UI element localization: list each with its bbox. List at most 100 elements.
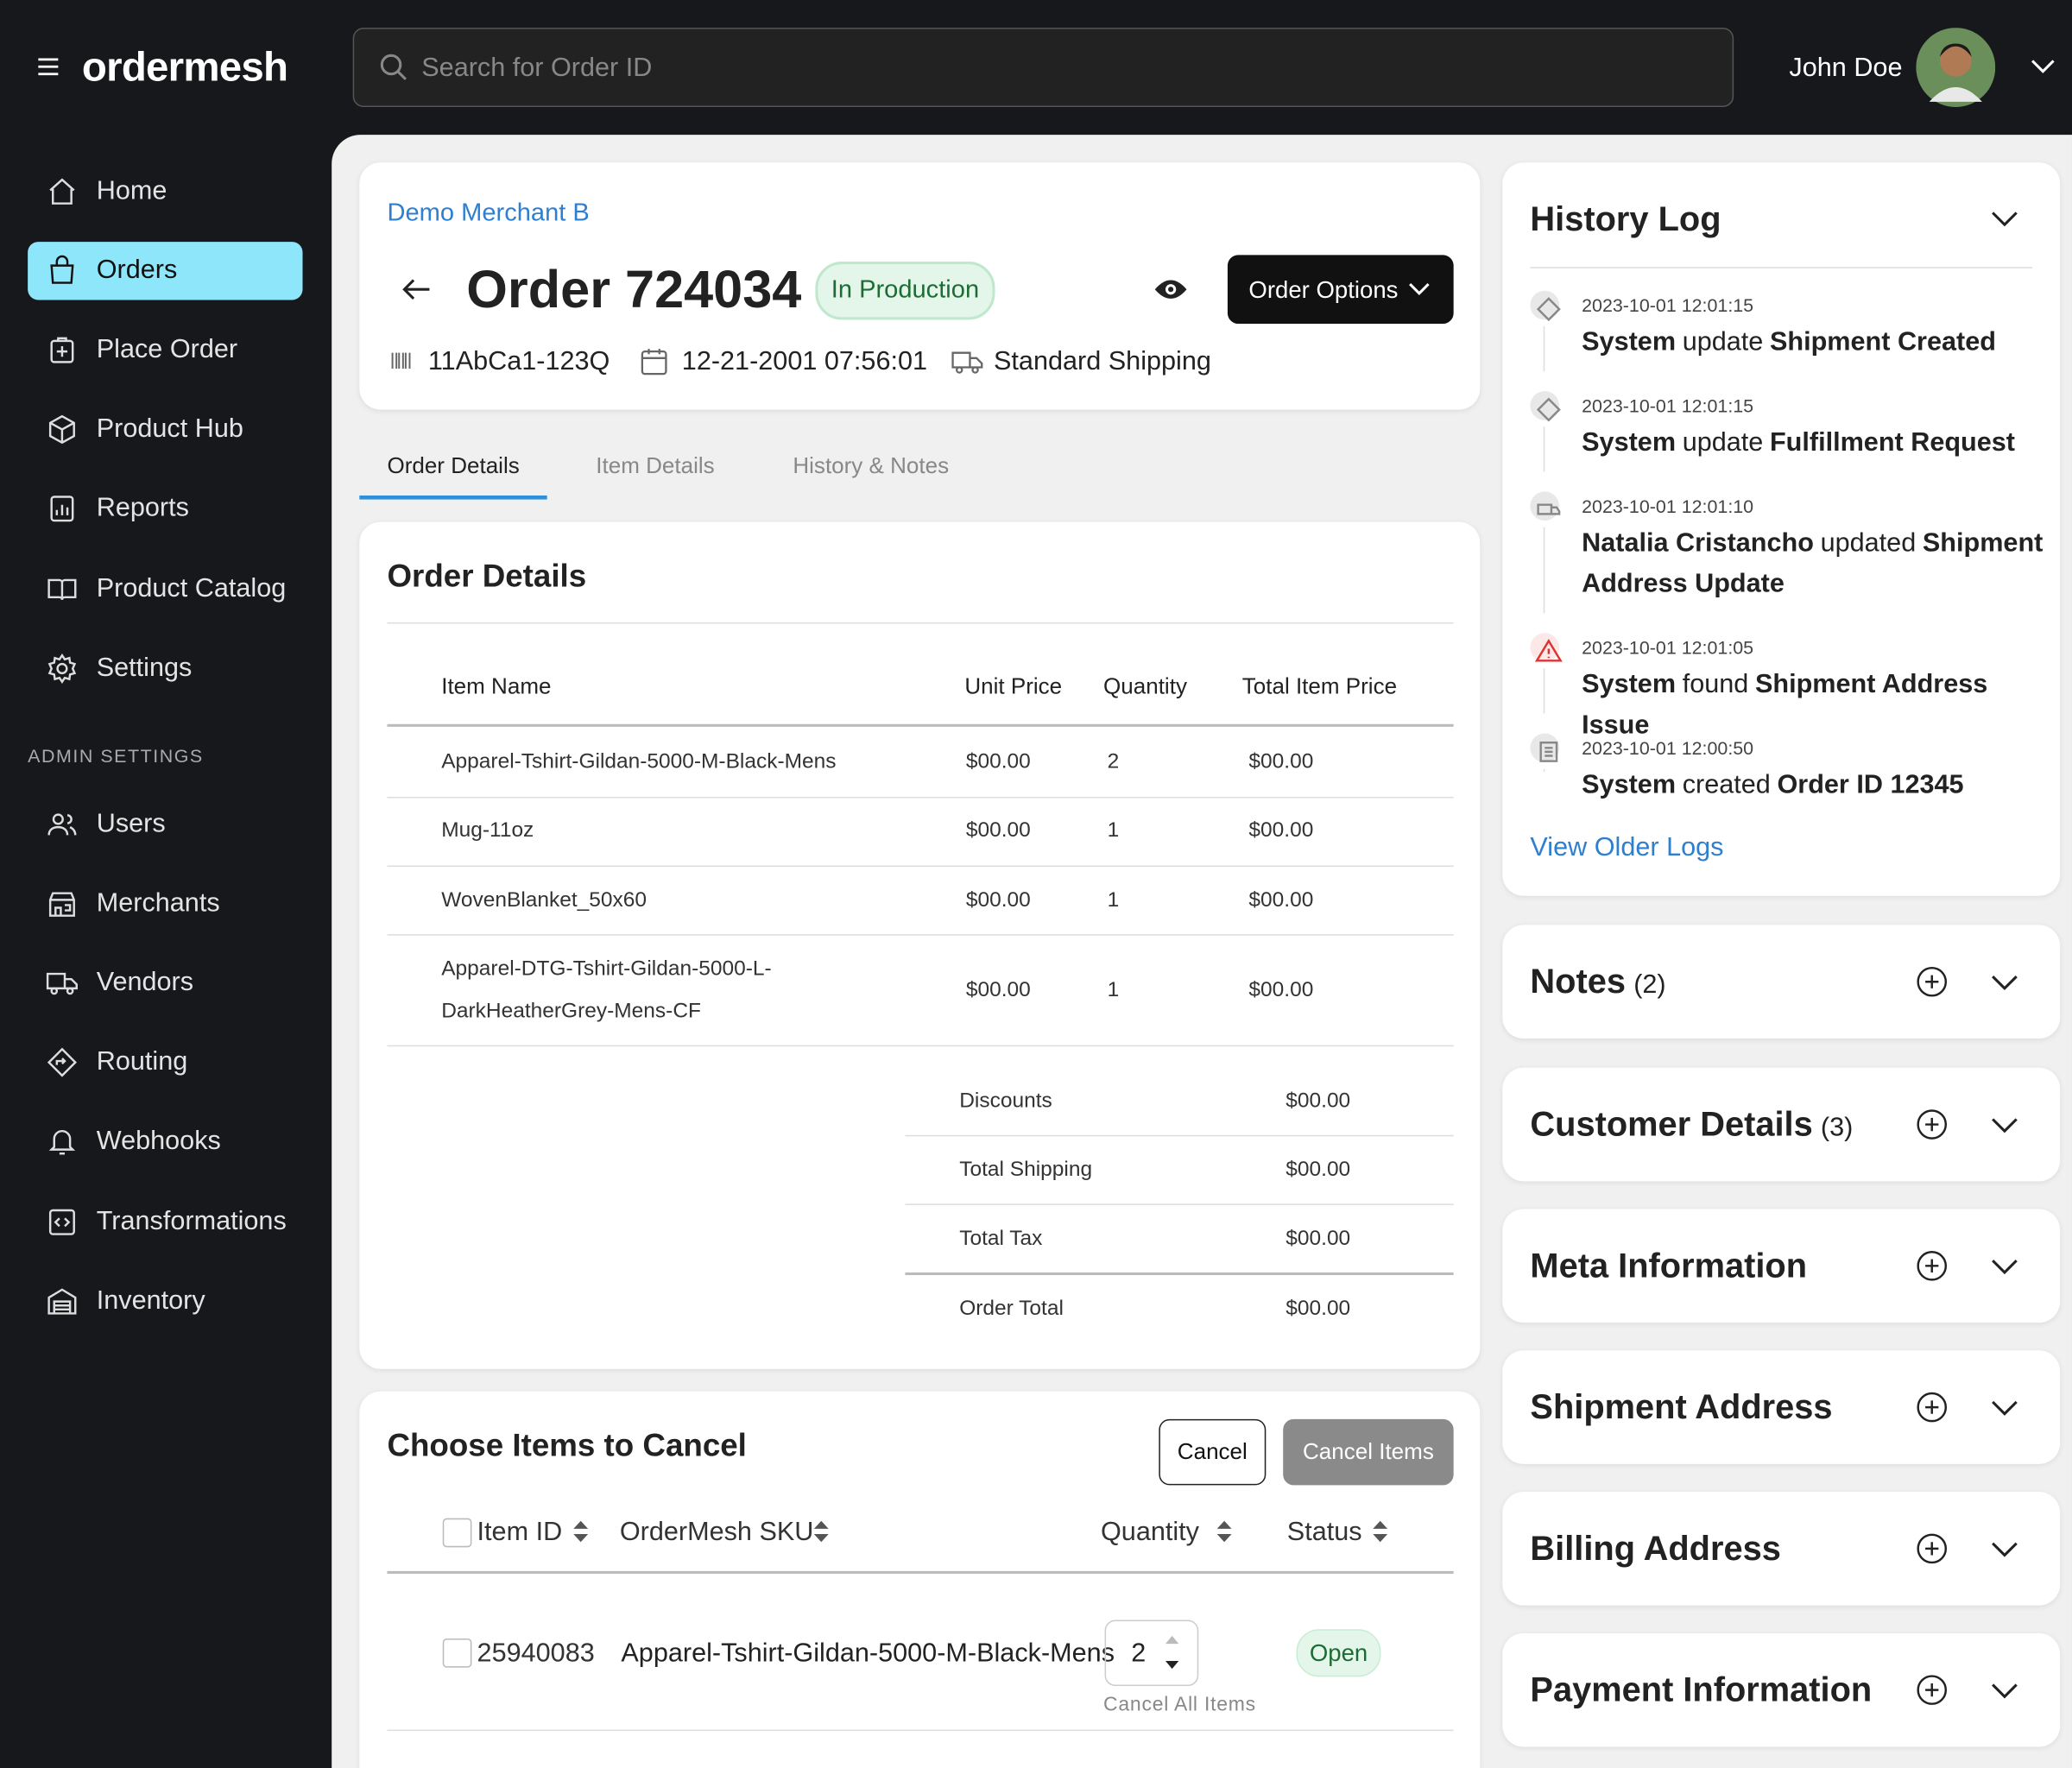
search-placeholder: Search for Order ID	[421, 53, 653, 83]
nav-icon	[47, 813, 77, 836]
search-box[interactable]	[352, 28, 1734, 107]
add-icon	[1917, 1533, 1948, 1564]
collapse-chevron[interactable]	[1990, 209, 2019, 227]
menu-icon[interactable]	[37, 57, 60, 77]
divider	[387, 865, 1454, 868]
cancel-button[interactable]: Cancel	[1159, 1418, 1267, 1486]
tab[interactable]: History & Notes	[793, 452, 950, 479]
tab[interactable]: Item Details	[596, 452, 715, 479]
panel-card	[1502, 1209, 2061, 1323]
panel-title[interactable]: Shipment Address	[1530, 1386, 1832, 1427]
nav-item[interactable]: Home	[96, 176, 167, 206]
merchant-link[interactable]: Demo Merchant B	[387, 199, 590, 228]
nav-item[interactable]: Reports	[96, 494, 189, 523]
nav-item[interactable]: Product Catalog	[96, 573, 287, 603]
nav-icon	[47, 578, 77, 600]
history-text: System created Order ID 12345	[1582, 765, 2050, 805]
summary-value: $00.00	[1286, 1297, 1351, 1320]
nav-item[interactable]: Users	[96, 809, 166, 839]
total-price: $00.00	[1248, 818, 1314, 842]
truck-icon	[951, 351, 983, 374]
history-part: Natalia Cristancho	[1582, 528, 1814, 558]
history-text: System update Fulfillment Request	[1582, 423, 2050, 464]
total-price: $00.00	[1248, 750, 1314, 774]
view-icon[interactable]	[1153, 277, 1188, 301]
status-badge: Open	[1296, 1629, 1381, 1677]
section-title: Order Details	[387, 559, 587, 595]
history-part: updated	[1820, 528, 1917, 558]
history-icon	[1537, 503, 1561, 515]
nav-item[interactable]: Webhooks	[96, 1127, 221, 1157]
nav-icon	[48, 1130, 76, 1156]
avatar[interactable]	[1916, 28, 1996, 107]
history-part: Order ID 12345	[1777, 770, 1964, 800]
timeline-line	[1543, 668, 1545, 714]
quantity-value[interactable]: 2	[1131, 1639, 1147, 1669]
divider	[905, 1134, 1454, 1137]
barcode-icon	[391, 352, 411, 369]
history-text: System found Shipment Address Issue	[1582, 665, 2050, 747]
checkbox[interactable]	[442, 1518, 472, 1548]
column-header[interactable]: Status	[1286, 1517, 1362, 1547]
view-older-link[interactable]: View Older Logs	[1530, 833, 1724, 862]
panel-card	[1502, 1632, 2061, 1747]
history-part: Shipment Address Issue	[1582, 670, 1988, 741]
panel-title[interactable]: Billing Address	[1530, 1528, 1780, 1569]
nav-item[interactable]: Orders	[96, 256, 178, 285]
order-options-chevron	[1409, 282, 1430, 295]
status-badge: In Production	[815, 262, 995, 320]
panel-card	[1502, 1492, 2061, 1606]
unit-price: $00.00	[965, 979, 1031, 1002]
divider	[387, 934, 1454, 936]
back-arrow[interactable]	[401, 276, 433, 303]
expand-chevron	[1992, 1683, 2018, 1699]
quantity-input[interactable]	[1104, 1620, 1199, 1687]
panel-title[interactable]: Notes (2)	[1530, 962, 1665, 1002]
sort-icon[interactable]	[812, 1519, 830, 1544]
divider	[387, 622, 1454, 624]
nav-icon	[49, 178, 75, 205]
checkbox[interactable]	[442, 1638, 472, 1668]
brand[interactable]: ordermesh	[81, 43, 288, 91]
divider	[387, 723, 1454, 727]
user-menu-chevron[interactable]	[2030, 57, 2056, 75]
nav-item[interactable]: Inventory	[96, 1285, 205, 1316]
timeline-line	[1543, 768, 1545, 772]
timeline-line	[1543, 326, 1545, 372]
column-header[interactable]: Item ID	[477, 1517, 563, 1547]
sort-icon[interactable]	[1372, 1519, 1389, 1544]
nav-item[interactable]: Settings	[96, 653, 193, 682]
sort-icon[interactable]	[572, 1519, 590, 1544]
history-time: 2023-10-01 12:00:50	[1582, 737, 1754, 759]
nav-item[interactable]: Vendors	[96, 968, 194, 998]
stepper[interactable]	[1164, 1633, 1179, 1673]
panel-title-text: Shipment Address	[1530, 1386, 1833, 1427]
timeline-line	[1543, 426, 1545, 472]
user-name[interactable]: John Doe	[1789, 53, 1903, 83]
sort-icon[interactable]	[1216, 1519, 1233, 1544]
panel-title[interactable]: Customer Details (3)	[1530, 1104, 1853, 1145]
nav-item[interactable]: Routing	[96, 1047, 188, 1077]
add-icon	[1917, 1109, 1948, 1140]
unit-price: $00.00	[965, 818, 1031, 842]
order-options-label: Order Options	[1248, 276, 1399, 304]
nav-item[interactable]: Place Order	[96, 335, 238, 364]
tab[interactable]: Order Details	[387, 452, 520, 479]
panel-title[interactable]: Meta Information	[1530, 1246, 1807, 1286]
history-time: 2023-10-01 12:01:05	[1582, 636, 1754, 659]
nav-item[interactable]: Merchants	[96, 888, 220, 919]
nav-item[interactable]: Transformations	[96, 1206, 287, 1236]
quantity: 1	[1107, 818, 1120, 842]
item-name: Apparel-Tshirt-Gildan-5000-M-Black-Mens	[441, 750, 837, 774]
divider	[387, 796, 1454, 799]
column-header[interactable]: Quantity	[1100, 1517, 1199, 1547]
column-header: Quantity	[1103, 673, 1187, 699]
column-header[interactable]: OrderMesh SKU	[619, 1517, 814, 1547]
nav-item[interactable]: Product Hub	[96, 414, 243, 444]
summary-label: Total Tax	[959, 1228, 1043, 1251]
history-icon-bg	[1530, 491, 1560, 521]
cancel-items-button[interactable]: Cancel Items	[1283, 1418, 1454, 1486]
panel-title[interactable]: Payment Information	[1530, 1670, 1872, 1710]
cancel-all-link[interactable]: Cancel All Items	[1103, 1693, 1256, 1716]
